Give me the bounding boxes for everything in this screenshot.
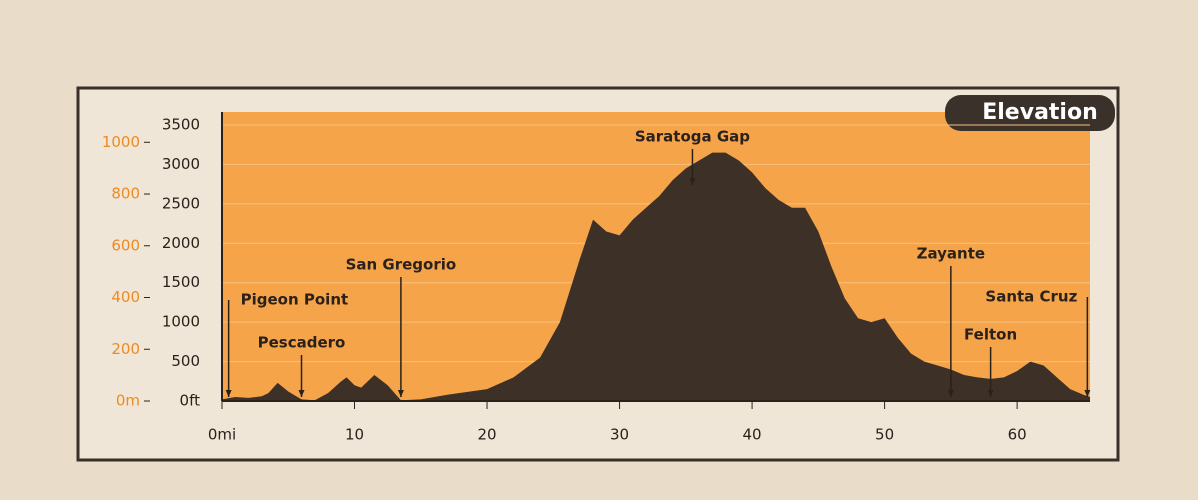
x-tick-label: 60 [1008, 426, 1027, 444]
arrow-head [397, 390, 404, 397]
y-tick-label: 1000 [162, 313, 200, 331]
y-tick-label: 1500 [162, 273, 200, 291]
arrow-head [947, 390, 954, 397]
x-tick-label: 0mi [208, 426, 236, 444]
y-tick-label: 3000 [162, 155, 200, 173]
y-tick-label: 0ft [180, 392, 201, 410]
y-tick-label: 2500 [162, 194, 200, 212]
x-tick-label: 20 [477, 426, 496, 444]
x-tick-label: 40 [743, 426, 762, 444]
y2-tick-label: 400 [111, 288, 140, 306]
y-tick-label: 3500 [162, 116, 200, 134]
y2-tick-label: 800 [111, 185, 140, 203]
annotation-label: Felton [964, 326, 1017, 344]
y2-tick-label: 0m [116, 392, 140, 410]
x-tick-label: 30 [610, 426, 629, 444]
arrow-head [298, 390, 305, 397]
y-tick-label: 2000 [162, 234, 200, 252]
arrow-head [987, 390, 994, 397]
annotation-label: San Gregorio [346, 256, 457, 274]
annotation-label: Saratoga Gap [635, 128, 750, 146]
y2-tick-label: 600 [111, 236, 140, 254]
y2-tick-label: 1000 [102, 133, 140, 151]
annotation-label: Pigeon Point [241, 291, 349, 309]
x-tick-label: 10 [345, 426, 364, 444]
y2-tick-label: 200 [111, 340, 140, 358]
arrow-head [689, 178, 696, 185]
title-badge [945, 95, 1115, 131]
chart-title: Elevation [982, 100, 1098, 125]
annotation-label: Pescadero [258, 334, 346, 352]
arrow-head [1084, 390, 1091, 397]
x-tick-label: 50 [875, 426, 894, 444]
arrow-head [225, 390, 232, 397]
annotation-label: Zayante [917, 245, 985, 263]
y-tick-label: 500 [171, 352, 200, 370]
elevation-area [222, 152, 1090, 401]
annotation-label: Santa Cruz [985, 288, 1077, 306]
